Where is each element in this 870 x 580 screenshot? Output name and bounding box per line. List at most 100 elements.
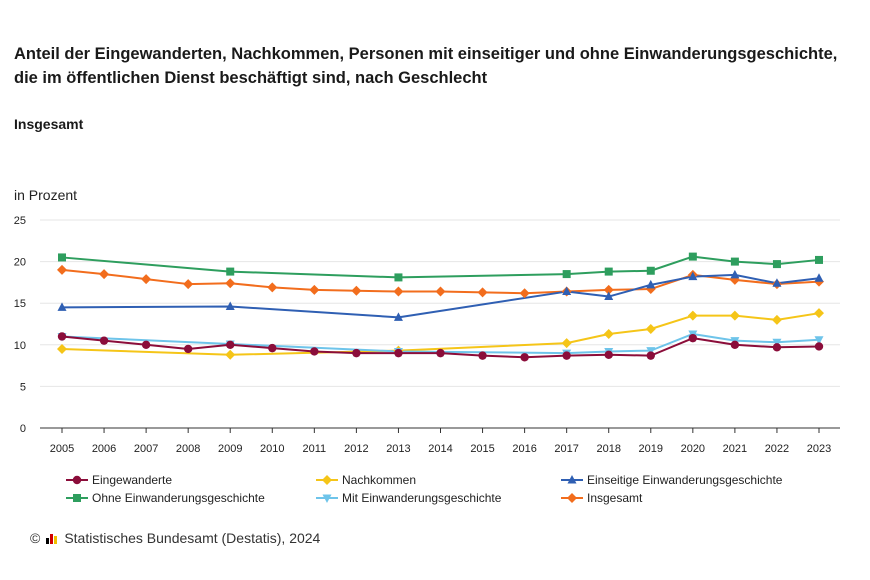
data-point xyxy=(477,287,488,298)
data-point xyxy=(520,353,529,362)
legend-label: Eingewanderte xyxy=(92,473,172,487)
x-tick-label: 2023 xyxy=(807,443,831,455)
data-point xyxy=(771,314,782,325)
chart-grid xyxy=(40,219,840,429)
data-point xyxy=(352,348,361,358)
data-point xyxy=(519,288,530,299)
x-axis-ticks: 2005 2006 2007 2008 2009 2010 2011 2012 2013 2014… xyxy=(50,428,831,455)
y-axis-ticks: 0 5 10 15 20 25 xyxy=(14,215,26,435)
destatis-logo-icon xyxy=(46,532,58,544)
x-tick-label: 2010 xyxy=(260,443,284,455)
x-tick-label: 2012 xyxy=(344,443,368,455)
data-point xyxy=(436,348,445,358)
data-point xyxy=(646,279,656,289)
y-tick-label: 15 xyxy=(14,298,26,310)
data-point xyxy=(309,284,320,295)
data-point xyxy=(394,273,403,282)
legend-marker xyxy=(322,475,332,485)
data-point xyxy=(646,351,655,360)
chart-title: Anteil der Eingewanderten, Nachkommen, P… xyxy=(14,45,838,87)
data-point xyxy=(603,284,614,295)
data-point xyxy=(225,301,235,311)
chart-legend: Eingewanderte Nachkommen Einseitige Einwan… xyxy=(66,473,783,505)
data-point xyxy=(730,340,740,349)
x-tick-label: 2011 xyxy=(303,443,327,455)
legend-marker xyxy=(322,494,332,503)
x-tick-label: 2014 xyxy=(428,443,452,455)
data-point xyxy=(310,347,319,356)
data-point xyxy=(604,350,613,359)
data-point xyxy=(562,270,571,279)
legend-label: Insgesamt xyxy=(587,491,643,505)
data-point xyxy=(687,310,698,321)
series-lines xyxy=(61,255,820,359)
data-point xyxy=(688,333,698,343)
data-point xyxy=(772,278,782,287)
data-point xyxy=(183,344,193,354)
series-markers xyxy=(57,252,824,362)
data-point xyxy=(57,343,67,354)
chart-subtitle: Insgesamt xyxy=(14,116,84,132)
data-point xyxy=(57,332,67,341)
source-footer: © Statistisches Bundesamt (Destatis), 20… xyxy=(30,530,320,546)
data-point xyxy=(225,349,236,360)
data-point xyxy=(646,347,656,356)
data-point xyxy=(562,286,572,296)
data-point xyxy=(646,266,655,275)
legend-marker xyxy=(567,493,577,503)
x-tick-label: 2016 xyxy=(512,443,536,455)
data-point xyxy=(772,260,781,269)
x-tick-label: 2005 xyxy=(50,443,74,455)
x-tick-label: 2009 xyxy=(218,443,242,455)
y-tick-label: 20 xyxy=(14,257,26,269)
data-point xyxy=(814,273,824,282)
x-tick-label: 2013 xyxy=(386,443,410,455)
x-tick-label: 2020 xyxy=(681,443,705,455)
legend-label: Ohne Einwanderungsgeschichte xyxy=(92,491,265,505)
data-point xyxy=(772,338,782,348)
x-tick-label: 2019 xyxy=(639,443,663,455)
data-point xyxy=(99,269,110,280)
series-line xyxy=(61,273,820,319)
data-point xyxy=(394,348,403,358)
legend-label: Mit Einwanderungsgeschichte xyxy=(342,491,502,505)
data-point xyxy=(688,271,698,281)
data-point xyxy=(478,351,487,360)
data-point xyxy=(815,255,823,264)
legend-marker xyxy=(567,475,577,484)
legend-marker xyxy=(73,494,81,502)
data-point xyxy=(688,252,697,261)
legend-label: Einseitige Einwanderungsgeschichte xyxy=(587,473,783,487)
data-point xyxy=(141,274,152,285)
data-point xyxy=(183,279,194,290)
x-tick-label: 2018 xyxy=(596,443,620,455)
data-point xyxy=(226,340,235,349)
y-tick-label: 0 xyxy=(20,423,26,435)
data-point xyxy=(730,257,739,266)
data-point xyxy=(814,308,824,319)
data-point xyxy=(225,278,236,289)
copyright-symbol: © xyxy=(30,530,41,546)
data-point xyxy=(603,328,614,339)
x-tick-label: 2021 xyxy=(723,443,747,455)
series-line xyxy=(61,255,820,279)
x-tick-label: 2008 xyxy=(176,443,200,455)
data-point xyxy=(393,286,404,297)
data-point xyxy=(435,286,446,297)
data-point xyxy=(393,312,403,321)
legend-label: Nachkommen xyxy=(342,473,416,487)
data-point xyxy=(730,269,740,279)
x-tick-label: 2017 xyxy=(554,443,578,455)
data-point xyxy=(267,282,278,293)
data-point xyxy=(645,323,656,334)
data-point xyxy=(814,336,824,345)
data-point xyxy=(268,343,277,353)
y-tick-label: 25 xyxy=(14,215,26,227)
data-point xyxy=(729,310,740,321)
data-point xyxy=(57,264,67,275)
legend-marker xyxy=(72,475,82,485)
data-point xyxy=(57,302,67,311)
data-point xyxy=(561,338,572,349)
y-axis-unit-label: in Prozent xyxy=(14,187,78,203)
